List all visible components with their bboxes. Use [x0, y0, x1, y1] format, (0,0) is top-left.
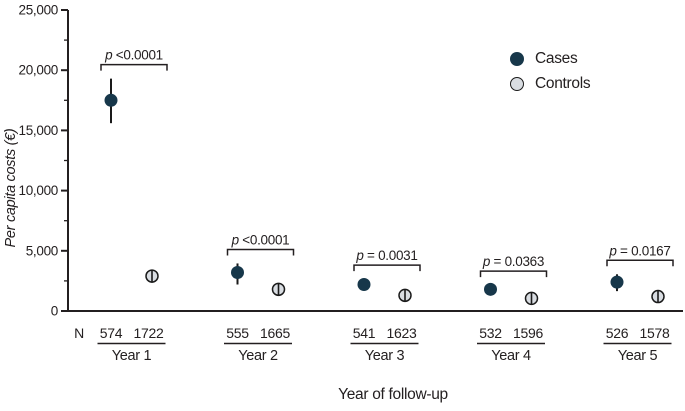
p-value-label: p <0.0001 [231, 232, 290, 247]
controls-point-outline [524, 291, 539, 306]
n-controls-value: 1596 [513, 325, 543, 341]
legend-item-controls: Controls [510, 71, 591, 96]
n-controls-value: 1578 [640, 325, 670, 341]
significance-bracket [606, 259, 674, 267]
cases-point [104, 93, 118, 107]
p-value-label: p = 0.0031 [355, 248, 417, 263]
n-controls-value: 1722 [134, 325, 164, 341]
y-tick-label: 0 [51, 304, 58, 319]
plot-generated-content: 0 5,000 10,000 15,000 20,000 25,000 p <0.0001 5… [19, 3, 683, 364]
x-axis-title: Year of follow-up [338, 386, 448, 403]
p-value-label: p = 0.0167 [608, 243, 670, 258]
significance-bracket [226, 248, 295, 256]
cases-point [231, 265, 244, 279]
p-value-label: p <0.0001 [104, 48, 163, 63]
controls-point-outline [398, 288, 412, 303]
n-cases-value: 574 [100, 325, 123, 341]
cases-point [610, 275, 624, 289]
cases-marker-icon [510, 51, 524, 66]
legend: Cases Controls [510, 46, 591, 96]
legend-label-controls: Controls [535, 74, 591, 92]
year-label: Year 1 [112, 348, 152, 364]
year-label: Year 3 [365, 348, 405, 364]
y-tick-label: 25,000 [19, 3, 59, 18]
n-controls-value: 1665 [260, 325, 290, 341]
y-tick-label: 20,000 [19, 63, 59, 78]
legend-item-cases: Cases [510, 46, 590, 71]
cases-point [357, 278, 371, 292]
n-cases-value: 541 [353, 325, 376, 341]
y-tick-label: 15,000 [19, 123, 59, 138]
y-tick-label: 5,000 [26, 243, 58, 258]
significance-bracket [479, 270, 548, 278]
legend-label-cases: Cases [535, 49, 578, 67]
significance-bracket [353, 264, 421, 272]
cases-point [484, 282, 497, 296]
n-row-label: N [74, 325, 84, 341]
controls-point-outline [271, 282, 286, 297]
n-cases-value: 526 [606, 325, 629, 341]
p-value-label: p = 0.0363 [482, 254, 544, 269]
n-controls-value: 1623 [387, 325, 417, 341]
n-cases-value: 532 [479, 325, 502, 341]
y-axis-title: Per capita costs (€) [3, 129, 19, 248]
n-cases-value: 555 [226, 325, 249, 341]
year-label: Year 2 [238, 348, 278, 364]
controls-point-outline [145, 269, 159, 283]
controls-marker-icon [510, 76, 524, 91]
y-tick-label: 10,000 [19, 183, 59, 198]
year-label: Year 5 [618, 348, 658, 364]
controls-point-outline [651, 289, 665, 304]
significance-bracket [100, 63, 168, 71]
year-label: Year 4 [491, 348, 531, 364]
